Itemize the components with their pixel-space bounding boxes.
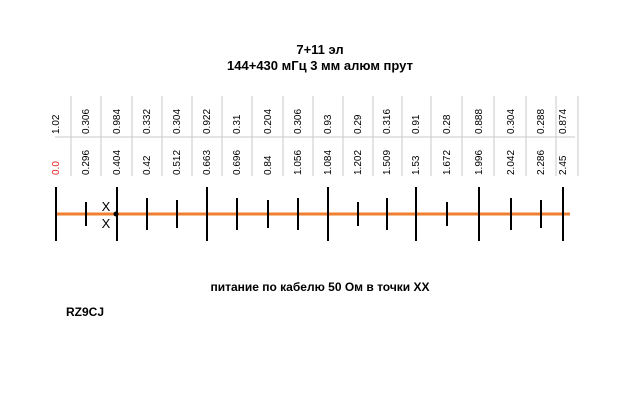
positions-row: 0.0 0.296 0.404 0.42 0.512 0.663 0.696 0.84 1.05…	[51, 150, 569, 175]
element-length-label: 0.93	[323, 114, 334, 134]
elements	[55, 187, 564, 241]
element-length-label: 0.304	[172, 109, 183, 134]
element-length-label: 0.984	[112, 109, 123, 134]
element-length-label: 0.306	[293, 109, 304, 134]
element-position-label: 0.42	[142, 155, 153, 175]
feed-note: питание по кабелю 50 Ом в точки XX	[210, 280, 430, 294]
feed-point	[113, 211, 119, 217]
element-position-label: 0.404	[112, 150, 123, 175]
table-gridlines	[55, 96, 579, 176]
element-position-label: 0.0	[51, 161, 62, 175]
element-length-label: 0.204	[263, 109, 274, 134]
element-length-label: 0.922	[202, 109, 213, 134]
element-position-label: 0.296	[81, 150, 92, 175]
element-position-label: 2.286	[536, 150, 547, 175]
element-position-label: 1.996	[474, 150, 485, 175]
element-length-label: 0.332	[142, 109, 153, 134]
element-position-label: 2.042	[506, 150, 517, 175]
element-position-label: 0.663	[202, 150, 213, 175]
lengths-row: 1.02 0.306 0.984 0.332 0.304 0.922 0.31 0.204 0.…	[51, 109, 569, 134]
element-length-label: 0.306	[81, 109, 92, 134]
element-position-label: 1.509	[382, 150, 393, 175]
element-position-label: 0.84	[263, 155, 274, 175]
element-position-label: 1.53	[411, 155, 422, 175]
element-length-label: 0.288	[536, 109, 547, 134]
element-length-label: 1.02	[51, 114, 62, 134]
feed-mark-upper: X	[102, 199, 111, 214]
element-length-label: 0.31	[232, 114, 243, 134]
element-length-label: 0.316	[382, 109, 393, 134]
callsign: RZ9CJ	[66, 305, 105, 319]
element-length-label: 0.91	[411, 114, 422, 134]
element-position-label: 1.672	[442, 150, 453, 175]
title-line-2: 144+430 мГц 3 мм алюм прут	[227, 58, 413, 73]
element-length-label: 0.874	[558, 109, 569, 134]
element-length-label: 0.29	[353, 114, 364, 134]
element-position-label: 1.084	[323, 150, 334, 175]
feed-mark-lower: X	[102, 216, 111, 231]
element-position-label: 1.202	[353, 150, 364, 175]
element-length-label: 0.888	[474, 109, 485, 134]
element-length-label: 0.304	[506, 109, 517, 134]
element-position-label: 1.056	[293, 150, 304, 175]
title-line-1: 7+11 эл	[296, 42, 344, 57]
element-position-label: 0.512	[172, 150, 183, 175]
element-position-label: 0.696	[232, 150, 243, 175]
element-length-label: 0.28	[442, 114, 453, 134]
element-position-label: 2.45	[558, 155, 569, 175]
